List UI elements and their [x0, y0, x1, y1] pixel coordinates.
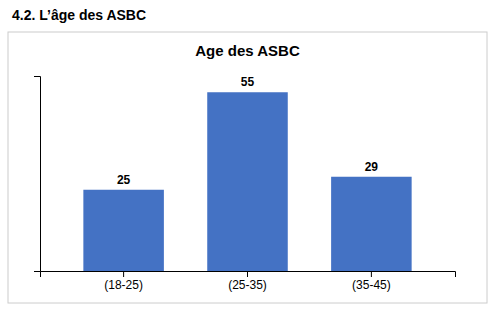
bar [331, 177, 412, 271]
x-tick-label: (18-25) [104, 278, 143, 292]
x-tick-mark [371, 271, 372, 277]
x-tick-mark [247, 271, 248, 277]
chart-svg: 4.2. L’âge des ASBC Age des ASBC (18-25) (2… [0, 0, 495, 309]
chart-container: 4.2. L’âge des ASBC Age des ASBC (18-25) (2… [0, 0, 495, 309]
x-tick: (25-35) [228, 271, 267, 292]
data-label: 25 [117, 173, 131, 187]
x-axis: (18-25) (25-35) (35-45) [41, 271, 456, 292]
subtitle: 4.2. L’âge des ASBC [12, 7, 146, 23]
y-axis [34, 77, 41, 272]
x-tick: (18-25) [104, 271, 143, 292]
x-tick-label: (25-35) [228, 278, 267, 292]
bars [83, 92, 411, 271]
bar [207, 92, 288, 271]
x-tick-mark [123, 271, 124, 277]
data-label: 29 [365, 160, 379, 174]
data-labels: 25 55 29 [117, 75, 378, 187]
chart-frame [8, 32, 487, 303]
plot: (18-25) (25-35) (35-45) 25 55 29 [34, 75, 456, 291]
y-axis-line [34, 77, 41, 272]
x-tick: (35-45) [352, 271, 391, 292]
bar [83, 190, 164, 271]
data-label: 55 [241, 75, 255, 89]
x-tick-label: (35-45) [352, 278, 391, 292]
title: Age des ASBC [195, 42, 300, 59]
x-axis-line [41, 272, 456, 278]
